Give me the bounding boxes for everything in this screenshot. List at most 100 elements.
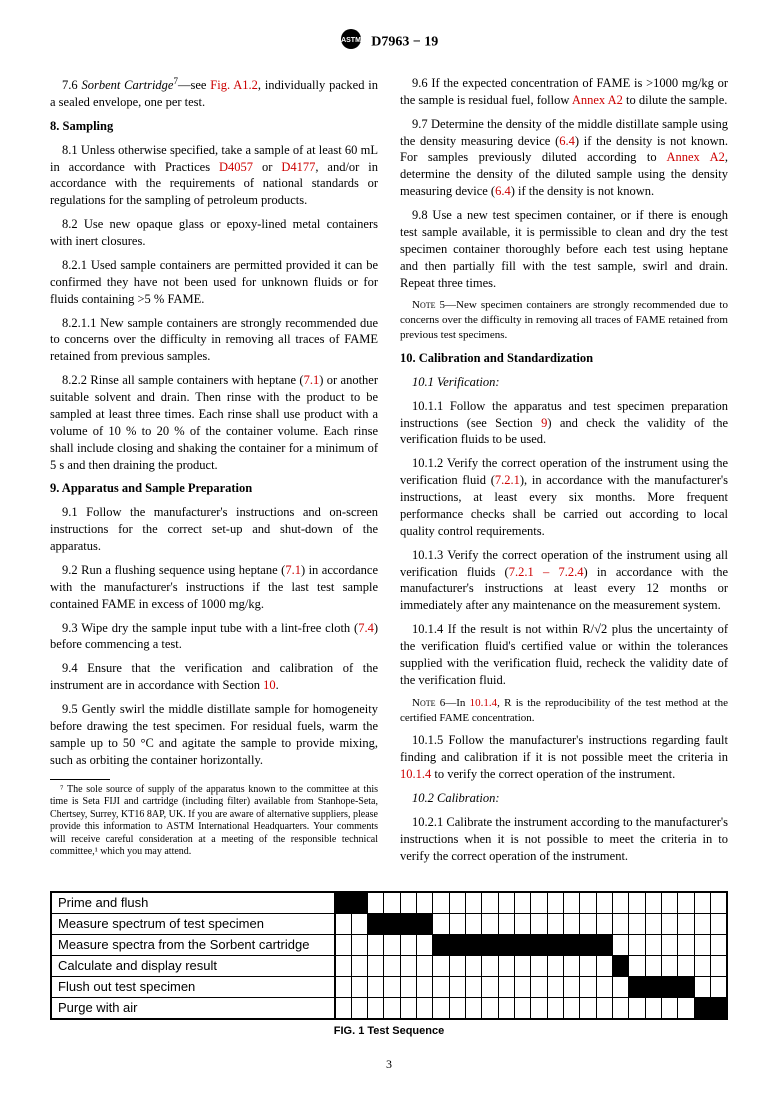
gantt-row-label: Calculate and display result (51, 955, 335, 976)
gantt-cell (645, 892, 661, 914)
gantt-cell (466, 976, 482, 997)
doc-code: D7963 − 19 (371, 35, 438, 50)
gantt-cell (433, 913, 449, 934)
gantt-cell (417, 934, 433, 955)
gantt-cell (400, 934, 416, 955)
gantt-cell (335, 934, 351, 955)
gantt-cell (596, 997, 612, 1019)
para-9-7: 9.7 Determine the density of the middle … (400, 116, 728, 200)
sub-10-2: 10.2 Calibration: (400, 790, 728, 807)
gantt-cell (694, 997, 710, 1019)
gantt-cell (433, 934, 449, 955)
gantt-cell (384, 934, 400, 955)
gantt-cell (694, 955, 710, 976)
gantt-cell (547, 997, 563, 1019)
gantt-cell (662, 955, 678, 976)
gantt-cell (564, 976, 580, 997)
para-10-1-2: 10.1.2 Verify the correct operation of t… (400, 455, 728, 539)
gantt-cell (613, 892, 629, 914)
gantt-cell (515, 934, 531, 955)
gantt-cell (596, 955, 612, 976)
note-6: Note 6—In 10.1.4, R is the reproducibili… (400, 696, 728, 726)
gantt-cell (466, 913, 482, 934)
gantt-cell (368, 955, 384, 976)
gantt-cell (613, 913, 629, 934)
gantt-cell (384, 913, 400, 934)
gantt-cell (449, 913, 465, 934)
gantt-cell (613, 976, 629, 997)
astm-logo-icon: ASTM (340, 28, 362, 57)
gantt-cell (678, 976, 694, 997)
gantt-cell (498, 955, 514, 976)
gantt-cell (547, 913, 563, 934)
gantt-cell (629, 955, 645, 976)
para-9-5: 9.5 Gently swirl the middle distillate s… (50, 701, 378, 769)
gantt-cell (335, 892, 351, 914)
gantt-cell (564, 934, 580, 955)
para-9-8: 9.8 Use a new test specimen container, o… (400, 207, 728, 291)
gantt-cell (694, 913, 710, 934)
gantt-cell (433, 976, 449, 997)
gantt-row-label: Flush out test specimen (51, 976, 335, 997)
para-8-2-2: 8.2.2 Rinse all sample containers with h… (50, 372, 378, 473)
para-9-4: 9.4 Ensure that the verification and cal… (50, 660, 378, 694)
para-8-2: 8.2 Use new opaque glass or epoxy-lined … (50, 216, 378, 250)
gantt-cell (449, 997, 465, 1019)
gantt-cell (662, 976, 678, 997)
gantt-cell (531, 976, 547, 997)
gantt-cell (498, 913, 514, 934)
gantt-cell (694, 976, 710, 997)
para-9-2: 9.2 Run a flushing sequence using heptan… (50, 562, 378, 613)
gantt-cell (662, 934, 678, 955)
para-10-1-5: 10.1.5 Follow the manufacturer's instruc… (400, 732, 728, 783)
gantt-cell (564, 913, 580, 934)
gantt-cell (580, 934, 596, 955)
gantt-cell (449, 934, 465, 955)
page-number: 3 (50, 1056, 728, 1072)
gantt-cell (351, 955, 367, 976)
gantt-cell (368, 913, 384, 934)
gantt-cell (662, 913, 678, 934)
gantt-cell (694, 934, 710, 955)
gantt-row-label: Purge with air (51, 997, 335, 1019)
gantt-cell (400, 997, 416, 1019)
gantt-cell (384, 892, 400, 914)
gantt-row-label: Prime and flush (51, 892, 335, 914)
gantt-cell (678, 934, 694, 955)
gantt-cell (498, 892, 514, 914)
gantt-cell (711, 976, 727, 997)
para-9-3: 9.3 Wipe dry the sample input tube with … (50, 620, 378, 654)
gantt-cell (547, 955, 563, 976)
gantt-cell (613, 934, 629, 955)
gantt-cell (417, 976, 433, 997)
gantt-cell (335, 955, 351, 976)
gantt-cell (466, 934, 482, 955)
svg-text:ASTM: ASTM (341, 37, 361, 44)
gantt-cell (351, 892, 367, 914)
gantt-cell (498, 976, 514, 997)
gantt-cell (482, 955, 498, 976)
gantt-cell (580, 955, 596, 976)
gantt-cell (417, 892, 433, 914)
gantt-cell (335, 913, 351, 934)
gantt-cell (368, 934, 384, 955)
gantt-cell (678, 913, 694, 934)
gantt-cell (417, 997, 433, 1019)
gantt-cell (433, 892, 449, 914)
gantt-cell (580, 997, 596, 1019)
gantt-cell (596, 913, 612, 934)
gantt-cell (466, 955, 482, 976)
gantt-cell (564, 892, 580, 914)
para-8-2-1-1: 8.2.1.1 New sample containers are strong… (50, 315, 378, 366)
gantt-cell (613, 997, 629, 1019)
gantt-cell (629, 892, 645, 914)
gantt-cell (678, 955, 694, 976)
gantt-cell (711, 892, 727, 914)
para-9-6: 9.6 If the expected concentration of FAM… (400, 75, 728, 109)
para-8-2-1: 8.2.1 Used sample containers are permitt… (50, 257, 378, 308)
gantt-cell (368, 997, 384, 1019)
heading-9: 9. Apparatus and Sample Preparation (50, 480, 378, 497)
gantt-row-label: Measure spectra from the Sorbent cartrid… (51, 934, 335, 955)
gantt-cell (596, 934, 612, 955)
test-sequence-gantt: Prime and flushMeasure spectrum of test … (50, 891, 728, 1020)
